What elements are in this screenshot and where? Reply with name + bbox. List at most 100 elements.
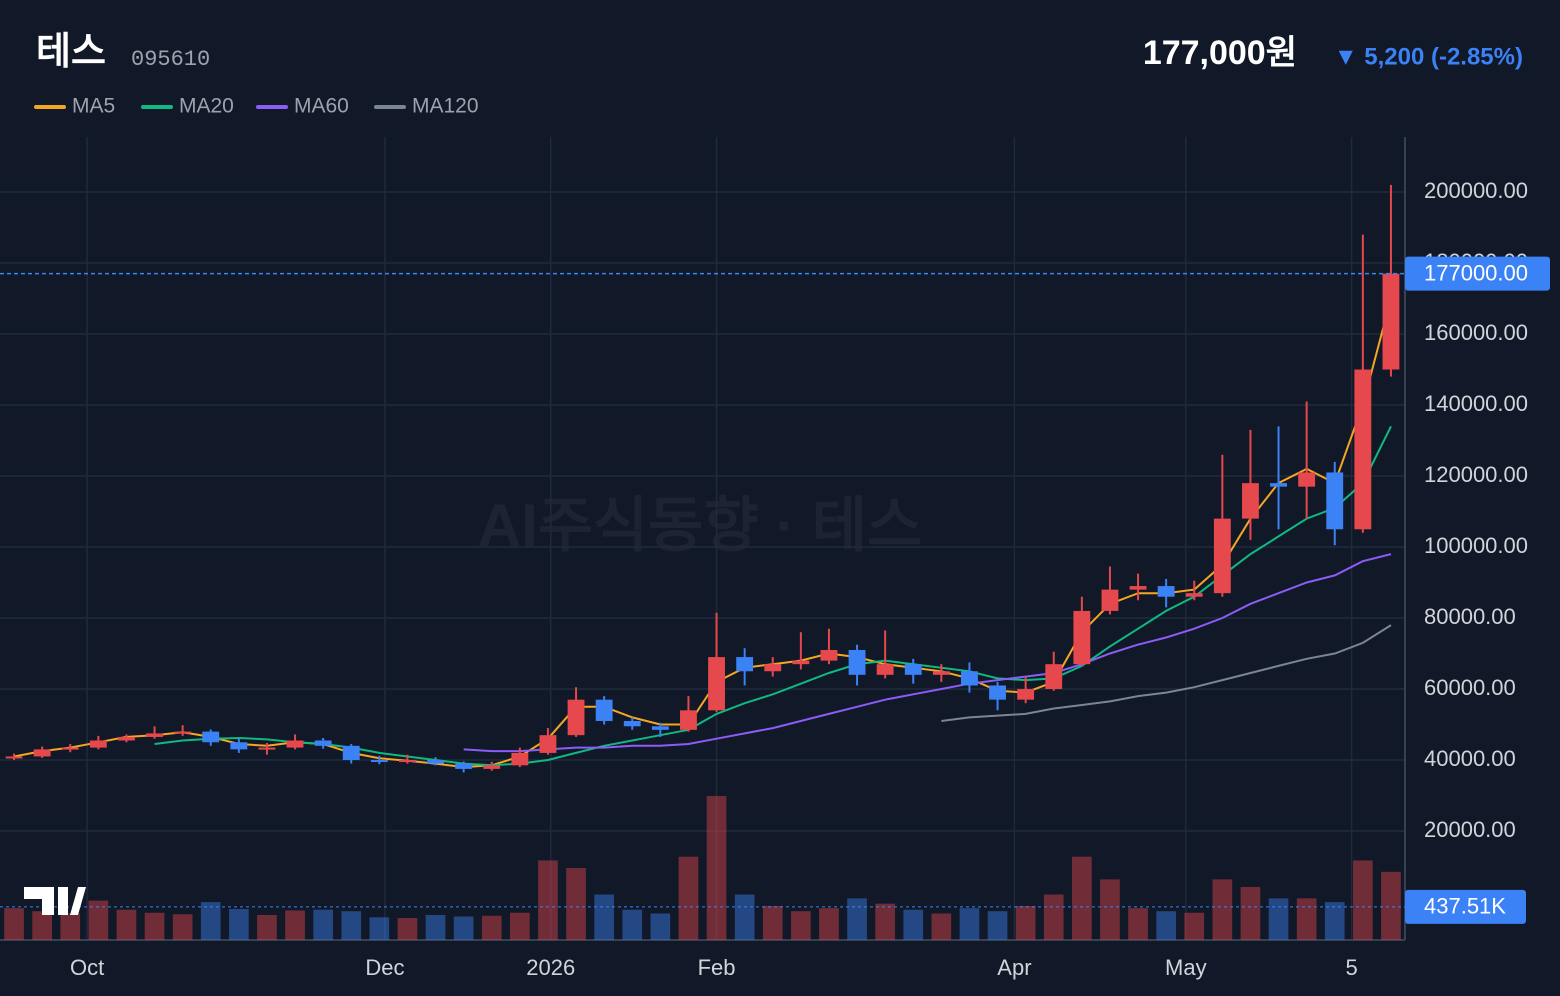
candle-body <box>1270 483 1287 487</box>
legend-label: MA60 <box>294 95 349 118</box>
volume-bar <box>622 909 643 940</box>
candle-body <box>904 664 922 675</box>
y-tick-label: 120000.00 <box>1424 462 1528 487</box>
y-tick-label: 80000.00 <box>1424 604 1516 629</box>
candle-body <box>792 660 810 665</box>
y-tick-label: 20000.00 <box>1424 817 1516 842</box>
x-tick-label: Apr <box>997 955 1031 980</box>
last-price-badge <box>1405 256 1550 291</box>
candle-body <box>764 664 782 672</box>
volume-bar <box>510 912 530 940</box>
current-price: 177,000원 <box>1143 34 1297 72</box>
volume-bar <box>257 915 277 940</box>
logo-mark <box>24 887 86 915</box>
candle-body <box>342 745 360 761</box>
volume-bar <box>341 911 362 940</box>
candle-body <box>1326 472 1344 530</box>
candle-body <box>258 747 276 750</box>
volume-bar <box>481 915 502 940</box>
ma-line <box>463 553 1392 753</box>
candle-body <box>680 710 697 730</box>
volume-bar <box>847 898 867 940</box>
volume-bar <box>706 796 727 940</box>
volume-bar <box>32 911 52 940</box>
last-price-label: 177000.00 <box>1424 260 1528 285</box>
candle-body <box>146 733 163 737</box>
volume-bar <box>285 910 305 940</box>
y-tick-label: 60000.00 <box>1424 675 1516 700</box>
volume-bar <box>1353 860 1373 940</box>
volume-bar <box>88 900 109 940</box>
volume-bar <box>1240 886 1261 940</box>
candle-body <box>511 752 529 766</box>
candle-body <box>5 756 23 759</box>
volume-bar <box>60 913 81 940</box>
volume-bar <box>959 908 980 940</box>
volume-bar <box>229 908 249 940</box>
volume-bar <box>1128 908 1148 940</box>
candle-body <box>961 671 978 686</box>
candle-body <box>1017 689 1035 700</box>
volume-bar <box>1043 894 1064 940</box>
candle-body <box>230 742 248 750</box>
volume-bar <box>734 894 755 940</box>
candle-body <box>1157 586 1175 597</box>
volume-bar <box>200 902 221 940</box>
candle-body <box>708 657 725 711</box>
candle-body <box>539 735 557 753</box>
volume-bar <box>453 916 474 940</box>
x-tick-label: Oct <box>70 955 104 980</box>
candle-body <box>399 760 416 763</box>
candle-body <box>61 747 79 750</box>
volume-bar <box>425 915 446 940</box>
volume-bar <box>1184 912 1205 940</box>
volume-bar <box>1381 871 1401 940</box>
y-tick-label: 160000.00 <box>1424 320 1528 345</box>
volume-bar <box>538 860 558 940</box>
volume-bar <box>594 894 614 940</box>
volume-bar <box>172 914 193 940</box>
volume-bar <box>903 909 924 940</box>
volume-bar <box>1324 902 1345 940</box>
candle-body <box>1213 518 1231 594</box>
candle-body <box>314 740 332 746</box>
candle-body <box>483 765 501 769</box>
x-tick-label: May <box>1165 955 1207 980</box>
candle-body <box>1129 586 1147 590</box>
candle-body <box>1101 589 1119 611</box>
stock-code: 095610 <box>131 47 210 72</box>
volume-bar <box>931 913 952 940</box>
y-tick-label: 100000.00 <box>1424 533 1528 558</box>
candle-body <box>202 731 220 743</box>
candle-body <box>174 731 192 734</box>
last-volume-badge <box>1405 889 1526 924</box>
candle-body <box>623 720 641 727</box>
volume-bar <box>313 909 333 940</box>
candle-body <box>89 740 107 748</box>
candle-body <box>1354 369 1372 530</box>
legend: MA5 MA20 MA60 MA120 <box>34 95 479 118</box>
volume-bar <box>678 856 699 940</box>
legend-label: MA120 <box>412 95 479 118</box>
price-change: ▼ 5,200 (-2.85%) <box>1334 43 1523 70</box>
candle-body <box>1242 483 1259 519</box>
candle-body <box>567 699 585 736</box>
volume-bar <box>1072 856 1092 940</box>
candle-body <box>1298 472 1316 487</box>
candle-body <box>370 760 388 763</box>
y-tick-label: 40000.00 <box>1424 746 1516 771</box>
volume-bar <box>762 905 783 940</box>
legend-label: MA20 <box>179 95 234 118</box>
x-tick-label: Dec <box>365 955 404 980</box>
candle-body <box>876 664 894 675</box>
candle-body <box>1045 664 1063 690</box>
volume-bar <box>987 911 1008 940</box>
ma-line <box>154 425 1392 767</box>
volume-bar <box>1156 911 1176 940</box>
y-tick-label: 140000.00 <box>1424 391 1528 416</box>
candle-body <box>1185 593 1203 597</box>
candle-body <box>33 749 51 757</box>
volume-bar <box>1100 879 1120 940</box>
volume-bar <box>116 909 137 940</box>
